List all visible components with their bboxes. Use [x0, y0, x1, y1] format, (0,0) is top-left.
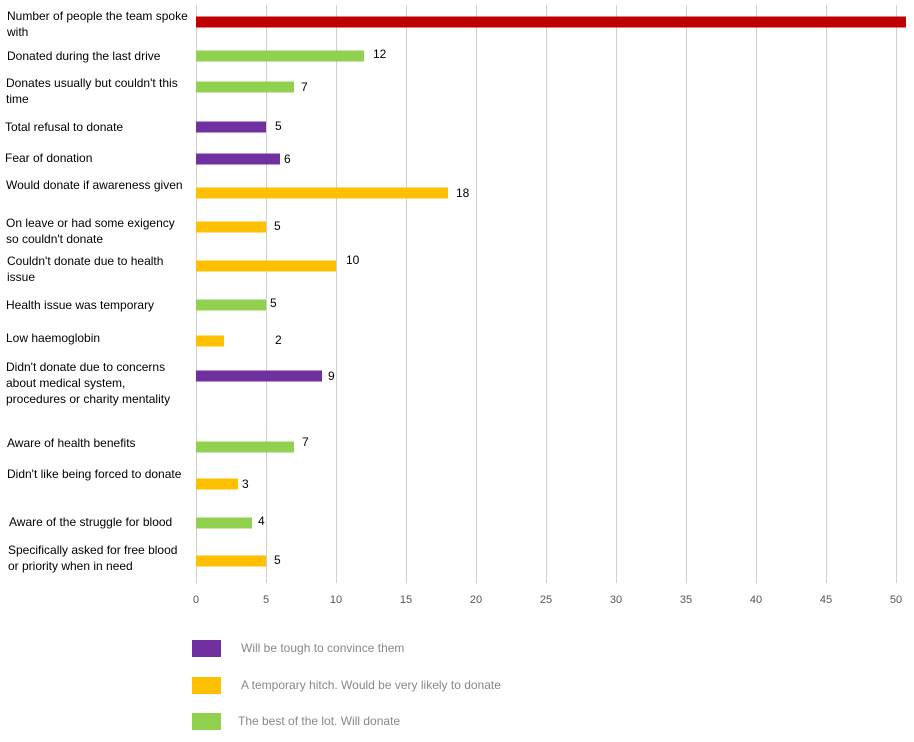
- bar-12: [196, 441, 294, 453]
- category-label: Fear of donation: [5, 151, 93, 165]
- category-label: Didn't donate due to concerns about medi…: [6, 360, 171, 406]
- legend-swatch-green: [192, 713, 221, 730]
- category-label: Health issue was temporary: [6, 298, 155, 312]
- bar-4: [196, 121, 266, 133]
- category-label: Number of people the team spoke with: [7, 9, 188, 39]
- x-tick-label: 0: [193, 594, 199, 606]
- value-labels: 12 7 5 6 18 5 10 5 2 9 7 3 4 5: [242, 47, 470, 567]
- category-label: Couldn't donate due to health issue: [7, 254, 164, 284]
- legend-label: A temporary hitch. Would be very likely …: [241, 678, 501, 692]
- x-tick-label: 20: [470, 594, 482, 606]
- bar-10: [196, 335, 224, 347]
- bar-value-label: 5: [274, 553, 281, 567]
- bar-value-label: 6: [284, 152, 291, 166]
- bar-value-label: 9: [328, 369, 335, 383]
- bar-3: [196, 81, 294, 93]
- category-label: Aware of health benefits: [7, 436, 136, 450]
- legend-label: The best of the lot. Will donate: [238, 714, 401, 728]
- bar-value-label: 5: [274, 219, 281, 233]
- x-tick-label: 10: [330, 594, 342, 606]
- bar-value-label: 5: [270, 296, 277, 310]
- category-label: Donates usually but couldn't this time: [6, 76, 178, 106]
- bar-2: [196, 50, 364, 62]
- x-tick-label: 50: [890, 594, 902, 606]
- category-label: Specifically asked for free blood or pri…: [8, 543, 178, 573]
- legend-swatch-orange: [192, 677, 221, 694]
- category-label: Low haemoglobin: [6, 331, 101, 345]
- category-label: Would donate if awareness given: [6, 178, 183, 192]
- bar-value-label: 7: [302, 435, 309, 449]
- legend-label: Will be tough to convince them: [241, 641, 405, 655]
- category-label: Aware of the struggle for blood: [9, 515, 173, 529]
- x-tick-label: 30: [610, 594, 622, 606]
- bar-7: [196, 221, 266, 233]
- bar-8: [196, 260, 336, 272]
- grid-lines: [196, 5, 897, 583]
- bar-value-label: 4: [258, 514, 265, 528]
- bar-value-label: 18: [456, 186, 470, 200]
- x-tick-label: 40: [750, 594, 762, 606]
- category-label: Donated during the last drive: [7, 49, 161, 63]
- bar-value-label: 12: [373, 47, 387, 61]
- bar-14: [196, 517, 252, 529]
- bar-6: [196, 187, 448, 199]
- legend-swatch-purple: [192, 640, 221, 657]
- bar-value-label: 5: [275, 119, 282, 133]
- x-tick-label: 5: [263, 594, 269, 606]
- bar-13: [196, 478, 238, 490]
- bar-value-label: 7: [301, 80, 308, 94]
- x-tick-label: 15: [400, 594, 412, 606]
- category-label: Didn't like being forced to donate: [7, 467, 182, 481]
- bar-value-label: 10: [346, 253, 360, 267]
- bar-1: [196, 16, 906, 28]
- category-label: Total refusal to donate: [5, 120, 124, 134]
- bar-value-label: 3: [242, 477, 249, 491]
- category-label: On leave or had some exigency so couldn'…: [6, 216, 175, 246]
- bar-11: [196, 370, 322, 382]
- x-tick-label: 25: [540, 594, 552, 606]
- x-axis-ticks: 0 5 10 15 20 25 30 35 40 45 50: [193, 594, 902, 606]
- bar-9: [196, 299, 266, 311]
- bar-5: [196, 153, 280, 165]
- bars: [196, 16, 906, 567]
- x-tick-label: 35: [680, 594, 692, 606]
- x-tick-label: 45: [820, 594, 832, 606]
- bar-15: [196, 555, 266, 567]
- bar-value-label: 2: [275, 333, 282, 347]
